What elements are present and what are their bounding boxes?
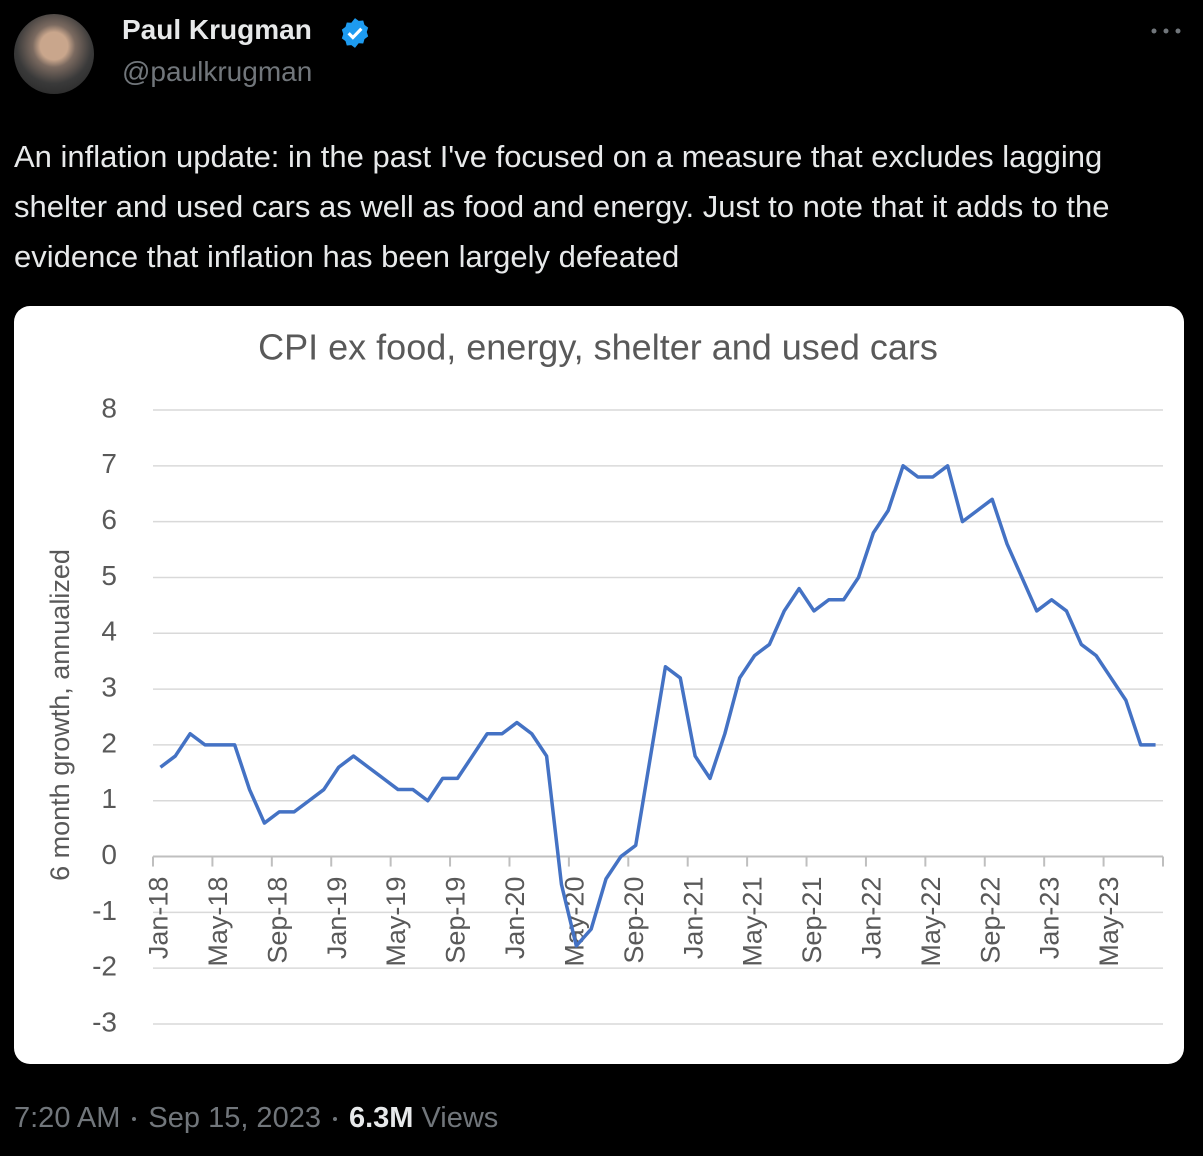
x-tick-label: May-18 (203, 877, 233, 967)
chart: CPI ex food, energy, shelter and used ca… (45, 327, 1164, 1037)
y-tick-label: 7 (101, 448, 117, 479)
y-tick-label: 0 (101, 839, 117, 870)
verified-badge (341, 18, 369, 48)
y-tick-label: 5 (101, 560, 117, 591)
views-count: 6.3M (348, 1102, 414, 1134)
y-axis-title: 6 month growth, annualized (45, 549, 75, 881)
x-tick-label: Jan-22 (856, 877, 886, 960)
chart-card[interactable]: CPI ex food, energy, shelter and used ca… (14, 306, 1184, 1064)
x-tick-label: Jan-18 (144, 877, 174, 960)
y-tick-label: -1 (92, 895, 117, 926)
x-tick-label: Jan-23 (1035, 877, 1065, 960)
y-tick-label: 8 (101, 392, 117, 423)
x-tick-label: Sep-21 (797, 877, 827, 964)
separator (332, 1116, 337, 1121)
more-menu[interactable] (1150, 26, 1182, 36)
x-tick-label: May-23 (1094, 877, 1124, 967)
views-label: Views (421, 1102, 499, 1134)
y-tick-label: -3 (92, 1006, 117, 1037)
x-tick-label: Jan-19 (322, 877, 352, 960)
y-tick-label: 4 (101, 616, 117, 647)
y-tick-label: 2 (101, 727, 117, 758)
x-tick-label: May-22 (916, 877, 946, 967)
y-tick-label: -2 (92, 951, 117, 982)
tweet-date[interactable]: Sep 15, 2023 (148, 1102, 321, 1134)
y-tick-label: 3 (101, 671, 117, 702)
author-handle[interactable]: @paulkrugman (122, 56, 313, 87)
x-tick-label: Jan-20 (500, 877, 530, 960)
y-tick-label: 6 (101, 504, 117, 535)
tweet-meta: 7:20 AM Sep 15, 2023 6.3M Views (14, 1102, 498, 1135)
x-tick-label: Jan-21 (678, 877, 708, 960)
tweet-text: An inflation update: in the past I've fo… (14, 139, 1110, 274)
x-tick-label: May-19 (381, 877, 411, 967)
x-tick-label: Sep-19 (441, 877, 471, 964)
chart-title: CPI ex food, energy, shelter and used ca… (258, 327, 938, 368)
separator (132, 1116, 137, 1121)
avatar[interactable] (14, 14, 94, 94)
x-tick-label: May-21 (738, 877, 768, 967)
x-tick-label: Sep-18 (262, 877, 292, 964)
tweet-time[interactable]: 7:20 AM (14, 1102, 121, 1134)
data-line (159, 464, 1156, 948)
author-name[interactable]: Paul Krugman (122, 14, 312, 45)
y-tick-label: 1 (101, 783, 117, 814)
x-tick-label: Sep-22 (975, 877, 1005, 964)
x-tick-label: Sep-20 (619, 877, 649, 964)
